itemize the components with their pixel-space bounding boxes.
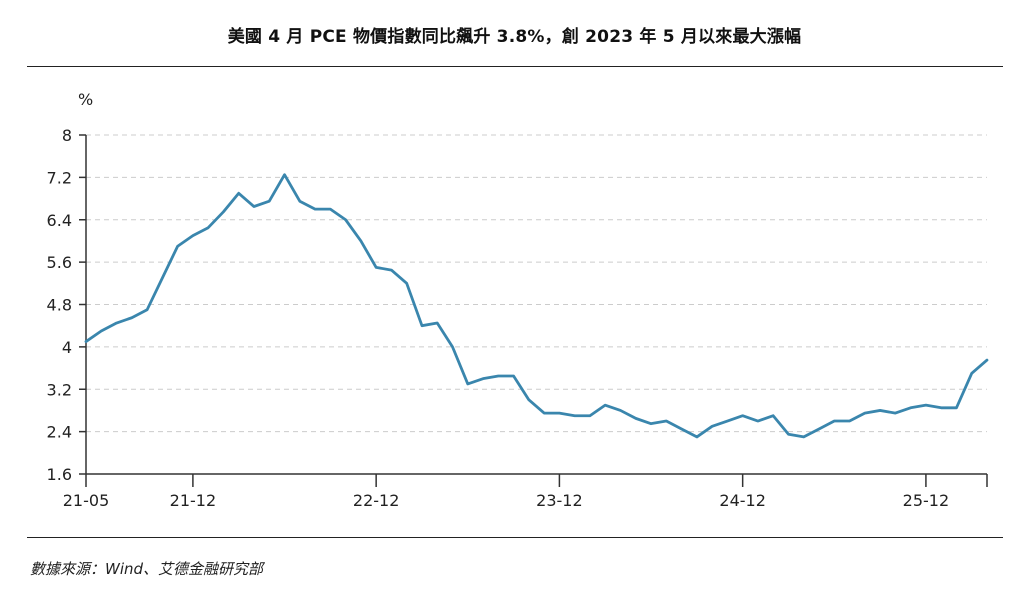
y-tick-label: 1.6 [47, 465, 72, 484]
x-ticks: 21-05 21-12 22-12 23-12 24-12 25-12 [63, 474, 988, 510]
y-tick-label: 2.4 [47, 423, 72, 442]
top-divider [27, 66, 1003, 67]
y-tick-label: 8 [62, 126, 72, 145]
grid-lines [86, 134, 987, 433]
y-tick-label: 4 [62, 338, 72, 357]
series [84, 173, 989, 439]
y-unit-label: % [78, 90, 93, 109]
y-tick-label: 6.4 [47, 211, 72, 230]
pce-yoy-line [84, 173, 989, 439]
chart-title: 美國 4 月 PCE 物價指數同比飆升 3.8%，創 2023 年 5 月以來最… [227, 27, 802, 47]
y-tick-label: 3.2 [47, 380, 72, 399]
source-note: 數據來源：Wind、艾德金融研究部 [30, 560, 264, 578]
x-tick-label: 21-05 [63, 491, 110, 510]
x-tick-label: 21-12 [170, 491, 217, 510]
y-tick-label: 7.2 [47, 168, 72, 187]
bottom-divider [27, 537, 1003, 538]
x-tick-label: 23-12 [536, 491, 583, 510]
y-tick-label: 5.6 [47, 253, 72, 272]
y-ticks: 1.6 2.4 3.2 4 4.8 5.6 6.4 7.2 8 [47, 126, 86, 484]
x-tick-label: 24-12 [719, 491, 766, 510]
y-tick-label: 4.8 [47, 296, 72, 315]
x-tick-label: 22-12 [353, 491, 400, 510]
x-tick-label: 25-12 [903, 491, 950, 510]
